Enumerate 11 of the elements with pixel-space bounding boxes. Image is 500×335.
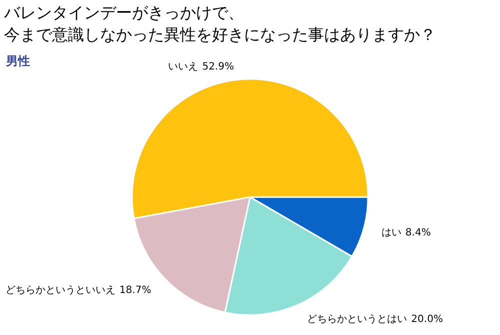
- slice-label: いいえ: [168, 62, 198, 73]
- data-label: 20.0%: [411, 314, 443, 325]
- slice-label: どちらかというといいえ: [5, 284, 116, 296]
- data-label: 18.7%: [119, 284, 152, 296]
- chart-title: バレンタインデーがきっかけで、: [3, 3, 244, 22]
- slice-label: どちらかというとはい: [307, 314, 408, 325]
- data-label: 8.4%: [405, 227, 431, 238]
- slice-label: はい: [381, 227, 402, 238]
- text: 男性: [5, 54, 30, 68]
- chart-subtitle: 今まで意識しなかった異性を好きになった事はありますか？: [4, 25, 436, 44]
- data-label: 52.9%: [202, 62, 234, 73]
